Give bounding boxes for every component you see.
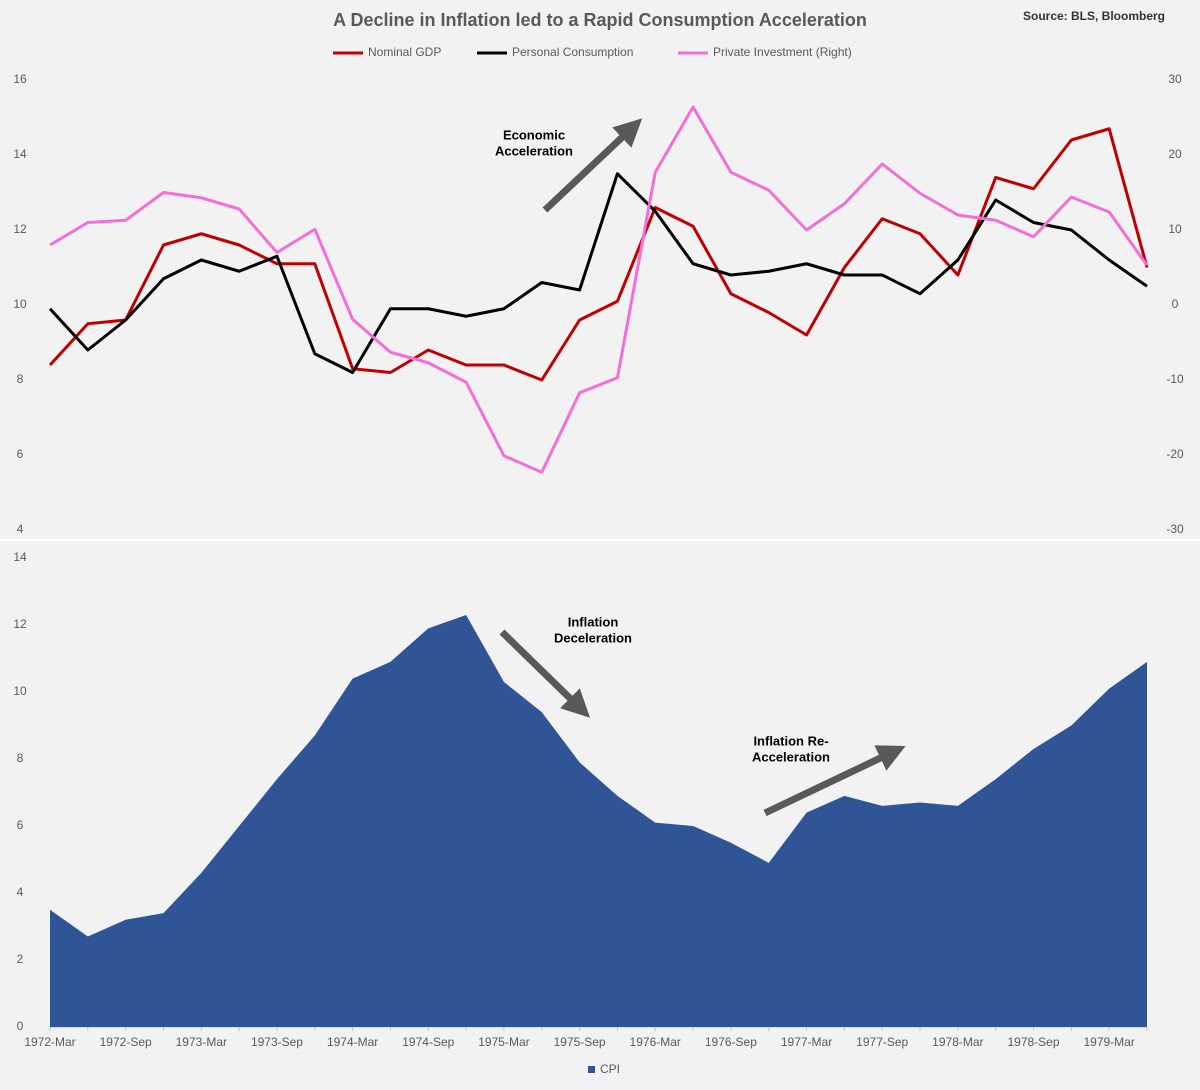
arrow — [499, 629, 591, 718]
y-tick-label: 6 — [17, 447, 24, 461]
x-tick-label: 1973-Mar — [176, 1035, 227, 1049]
y-tick-label: 12 — [13, 617, 27, 631]
x-tick-label: 1976-Mar — [630, 1035, 681, 1049]
x-tick-label: 1974-Mar — [327, 1035, 378, 1049]
x-tick-label: 1976-Sep — [705, 1035, 757, 1049]
y2-tick-label: -20 — [1166, 447, 1184, 461]
x-tick-label: 1975-Sep — [554, 1035, 606, 1049]
arrow — [542, 118, 643, 213]
y-tick-label: 10 — [13, 297, 27, 311]
y2-tick-label: 30 — [1168, 72, 1182, 86]
legend-swatch — [588, 1066, 595, 1073]
y-tick-label: 16 — [13, 72, 27, 86]
annotation: Deceleration — [554, 630, 632, 645]
x-tick-label: 1974-Sep — [402, 1035, 454, 1049]
area-series — [50, 614, 1147, 1027]
y-tick-label: 4 — [17, 885, 24, 899]
x-tick-label: 1975-Mar — [478, 1035, 529, 1049]
y-tick-label: 4 — [17, 522, 24, 536]
x-tick-label: 1972-Mar — [24, 1035, 75, 1049]
chart-title: A Decline in Inflation led to a Rapid Co… — [333, 10, 867, 30]
line-series — [49, 105, 1149, 474]
x-tick-label: 1977-Mar — [781, 1035, 832, 1049]
annotation: Acceleration — [752, 749, 830, 764]
x-tick-label: 1979-Mar — [1083, 1035, 1134, 1049]
y-tick-label: 6 — [17, 818, 24, 832]
y2-tick-label: -30 — [1166, 522, 1184, 536]
y2-tick-label: 20 — [1168, 147, 1182, 161]
y-tick-label: 8 — [17, 372, 24, 386]
legend-label: CPI — [600, 1062, 620, 1076]
y-tick-label: 8 — [17, 751, 24, 765]
legend-label: Private Investment (Right) — [713, 45, 852, 59]
legend-label: Personal Consumption — [512, 45, 633, 59]
x-tick-label: 1972-Sep — [100, 1035, 152, 1049]
y-tick-label: 12 — [13, 222, 27, 236]
y2-tick-label: 0 — [1172, 297, 1179, 311]
y-tick-label: 14 — [13, 550, 27, 564]
y-tick-label: 2 — [17, 952, 24, 966]
y2-tick-label: -10 — [1166, 372, 1184, 386]
x-tick-label: 1978-Mar — [932, 1035, 983, 1049]
annotation: Economic — [503, 127, 565, 142]
y2-tick-label: 10 — [1168, 222, 1182, 236]
annotation: Acceleration — [495, 143, 573, 158]
x-tick-label: 1973-Sep — [251, 1035, 303, 1049]
y-tick-label: 10 — [13, 684, 27, 698]
arrow — [763, 745, 906, 817]
y-tick-label: 14 — [13, 147, 27, 161]
x-tick-label: 1978-Sep — [1007, 1035, 1059, 1049]
line-series — [48, 172, 1148, 374]
annotation: Inflation — [568, 614, 619, 629]
legend-label: Nominal GDP — [368, 45, 441, 59]
y-tick-label: 0 — [17, 1019, 24, 1033]
source: Source: BLS, Bloomberg — [1023, 9, 1165, 23]
annotation: Inflation Re- — [753, 733, 828, 748]
line-series — [48, 127, 1149, 382]
x-tick-label: 1977-Sep — [856, 1035, 908, 1049]
